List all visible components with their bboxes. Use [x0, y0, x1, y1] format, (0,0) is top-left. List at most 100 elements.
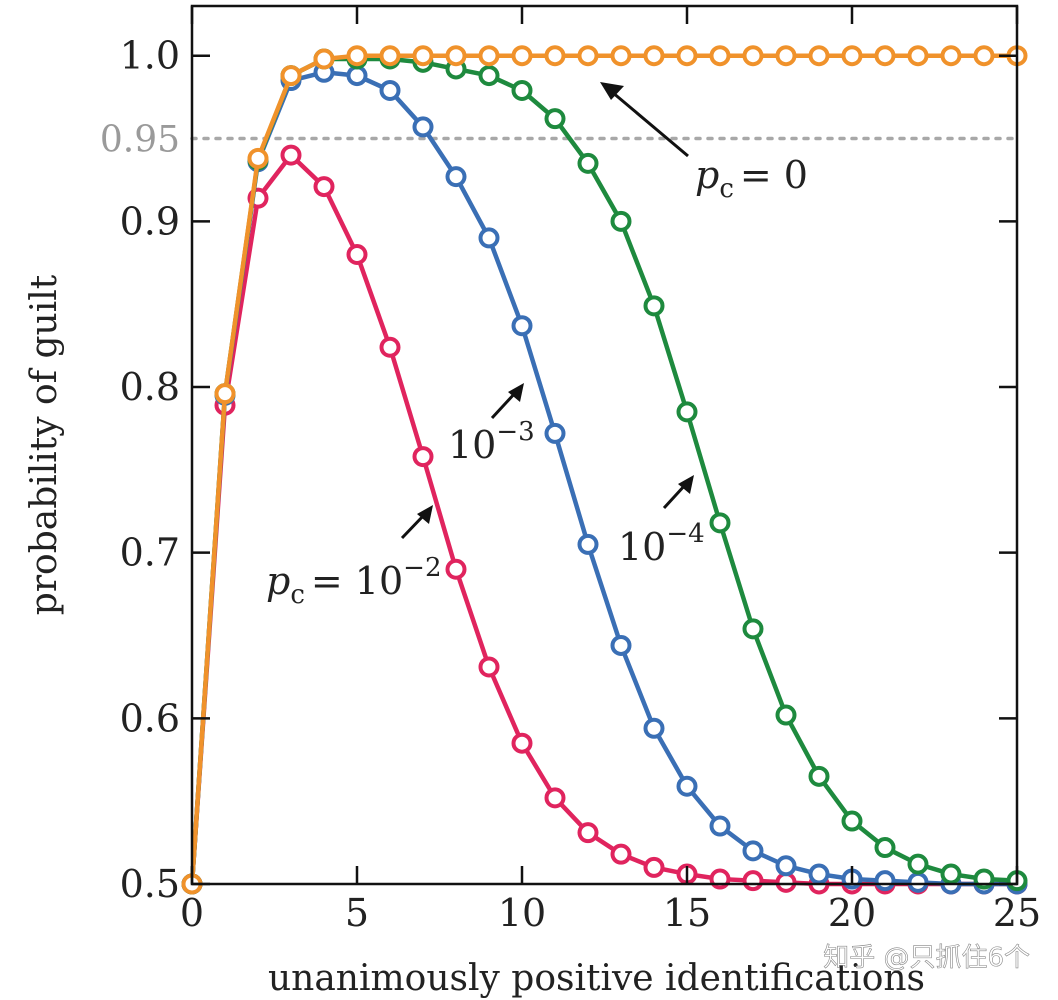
annotation-arrows [400, 82, 694, 540]
data-point [313, 176, 335, 198]
label-10-3-base: 10 [448, 423, 496, 467]
arrow-e4-head [678, 475, 694, 494]
data-point [874, 45, 896, 67]
data-point [643, 856, 665, 878]
data-point [841, 45, 863, 67]
label-pc-10-2-exp: −2 [403, 553, 441, 583]
x-tick-label: 5 [345, 891, 369, 935]
label-pc-10-2-sub: c [290, 580, 305, 610]
label-10-3-exp: −3 [496, 417, 534, 447]
label-pc-0-sub: c [719, 174, 734, 204]
x-tick-label: 20 [828, 891, 876, 935]
data-point [808, 45, 830, 67]
label-pc-10-2-p: p [266, 559, 290, 603]
data-point [808, 765, 830, 787]
data-point [676, 401, 698, 423]
series-3 [181, 45, 1028, 895]
data-point [478, 65, 500, 87]
y-tick-label: 0.9 [120, 199, 180, 243]
arrow-pc0 [611, 90, 689, 158]
data-point [808, 863, 830, 885]
x-tick-label: 10 [498, 891, 546, 935]
data-point [346, 45, 368, 67]
series-2 [181, 48, 1028, 895]
data-point [709, 45, 731, 67]
arrow-e2-head [417, 505, 433, 524]
data-point [511, 45, 533, 67]
plot-frame [190, 4, 1019, 886]
series-line [189, 152, 1017, 887]
y-tick-label: 0.5 [120, 862, 180, 906]
data-point [412, 116, 434, 138]
x-tick-label: 15 [663, 891, 711, 935]
data-point [676, 45, 698, 67]
data-point [478, 656, 500, 678]
y-tick-label: 0.7 [120, 531, 180, 575]
data-point [907, 871, 929, 893]
data-point [346, 243, 368, 265]
data-point [676, 775, 698, 797]
data-point [709, 815, 731, 837]
label-10-4-base: 10 [618, 525, 666, 569]
label-pc-10-2-text: = 10 [311, 559, 403, 603]
data-point [775, 871, 797, 893]
data-point [214, 383, 236, 405]
data-point [544, 45, 566, 67]
data-point [544, 787, 566, 809]
data-point [379, 336, 401, 358]
data-point [907, 853, 929, 875]
data-point [775, 704, 797, 726]
data-point [511, 732, 533, 754]
series-0 [181, 144, 1028, 895]
data-point [445, 166, 467, 188]
data-point [643, 45, 665, 67]
reference-line-label: 0.95 [100, 120, 180, 161]
data-point [940, 45, 962, 67]
data-point [874, 837, 896, 859]
data-point [742, 840, 764, 862]
data-point [907, 45, 929, 67]
arrow-e3-head [508, 383, 524, 402]
data-point [346, 65, 368, 87]
data-point [841, 810, 863, 832]
data-point [313, 48, 335, 70]
data-point [511, 79, 533, 101]
y-tick-label: 1.0 [120, 34, 180, 78]
arrow-e2 [400, 512, 427, 540]
data-point [280, 144, 302, 166]
data-point [610, 843, 632, 865]
arrow-e4 [662, 482, 688, 510]
data-point [577, 533, 599, 555]
label-10-4-exp: −4 [666, 519, 704, 549]
label-10-3: 10−3 [448, 417, 535, 467]
data-point [610, 210, 632, 232]
data-point [379, 45, 401, 67]
data-point [544, 108, 566, 130]
data-point [247, 147, 269, 169]
data-point [610, 45, 632, 67]
y-tick-label: 0.8 [120, 365, 180, 409]
data-point [577, 152, 599, 174]
y-tick-label: 0.6 [120, 696, 180, 740]
data-point [643, 717, 665, 739]
data-point [577, 822, 599, 844]
y-axis-title: probability of guilt [24, 274, 65, 615]
label-pc-0-text: = 0 [740, 153, 808, 197]
x-tick-label: 25 [993, 891, 1041, 935]
label-pc-0: pc = 0 [695, 153, 808, 204]
arrow-e3 [490, 390, 518, 420]
data-point [874, 870, 896, 892]
data-point [478, 227, 500, 249]
arrow-pc0-head [600, 82, 624, 100]
data-point [775, 855, 797, 877]
data-point [379, 79, 401, 101]
data-point [412, 45, 434, 67]
data-point [973, 45, 995, 67]
data-point [709, 512, 731, 534]
label-pc-10-2: pc = 10−2 [266, 553, 442, 610]
data-point [445, 558, 467, 580]
data-point [544, 422, 566, 444]
data-point [610, 634, 632, 656]
data-point [775, 45, 797, 67]
